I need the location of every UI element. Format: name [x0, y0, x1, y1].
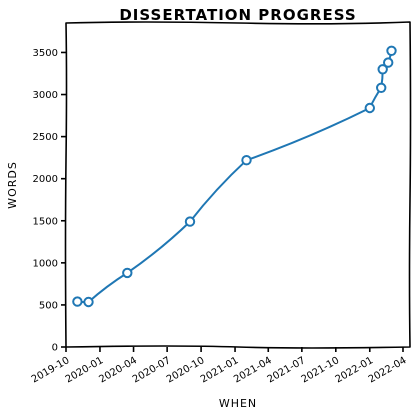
data-point	[122, 267, 133, 279]
y-axis-ticks: 0 500 1000 1500 2000 2500 3000 3500	[33, 48, 66, 354]
data-point	[241, 155, 252, 166]
data-point	[376, 82, 387, 94]
y-tick-label: 2000	[33, 174, 58, 185]
chart-title: DISSERTATION PROGRESS	[119, 6, 356, 24]
x-axis-ticks: 2019-102020-012020-042020-072020-102021-…	[30, 347, 409, 385]
data-point	[72, 296, 83, 307]
x-tick-label: 2021-07	[266, 355, 308, 385]
y-axis-label: WORDS	[6, 161, 19, 209]
data-point	[386, 45, 397, 56]
data-markers	[72, 45, 397, 308]
plot-frame	[64, 21, 412, 349]
x-tick-label: 2020-10	[165, 355, 207, 385]
y-tick-label: 1500	[33, 216, 58, 227]
x-axis-label: WHEN	[219, 397, 257, 410]
y-tick-label: 2500	[33, 132, 58, 143]
series-line	[76, 49, 393, 304]
x-tick-label: 2021-10	[300, 355, 342, 385]
y-tick-label: 3000	[33, 90, 58, 101]
data-point	[377, 64, 388, 75]
x-tick-label: 2022-04	[367, 355, 409, 385]
x-tick-label: 2020-07	[131, 355, 173, 385]
y-tick-label: 3500	[33, 48, 58, 59]
data-point	[364, 102, 375, 114]
x-tick-label: 2019-10	[30, 355, 72, 385]
data-point	[83, 296, 94, 308]
y-tick-label: 1000	[33, 258, 58, 269]
y-tick-label: 0	[52, 343, 58, 354]
data-point	[184, 216, 196, 227]
y-tick-label: 500	[39, 300, 58, 311]
data-point	[383, 57, 394, 68]
